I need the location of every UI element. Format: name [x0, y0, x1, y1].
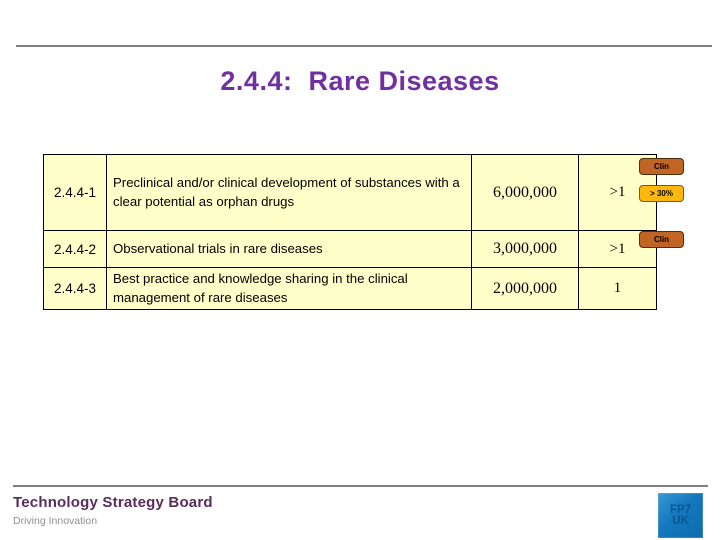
- footer-tagline: Driving Innovation: [13, 515, 98, 527]
- row-description-cell: Preclinical and/or clinical development …: [106, 154, 472, 231]
- row-id-cell: 2.4.4-1: [43, 154, 107, 231]
- rare-diseases-table: 2.4.4-1 Preclinical and/or clinical deve…: [43, 154, 657, 310]
- row-amount-cell: 2,000,000: [471, 267, 579, 310]
- percent-badge-row1: > 30%: [639, 185, 684, 202]
- row-count-cell: 1: [578, 267, 657, 310]
- fp7-logo-line2: UK: [672, 514, 689, 527]
- row-description-cell: Observational trials in rare diseases: [106, 230, 472, 268]
- row-description-cell: Best practice and knowledge sharing in t…: [106, 267, 472, 310]
- row-amount-cell: 6,000,000: [471, 154, 579, 231]
- row-id-cell: 2.4.4-3: [43, 267, 107, 310]
- clin-badge-row1: Clin: [639, 158, 684, 175]
- fp7-logo-line1: FP7: [669, 504, 692, 516]
- table-row: 2.4.4-3 Best practice and knowledge shar…: [43, 267, 657, 310]
- clin-badge-row2: Clin: [639, 231, 684, 248]
- slide-title: 2.4.4: Rare Diseases: [220, 66, 500, 96]
- row-amount-cell: 3,000,000: [471, 230, 579, 268]
- table-row: 2.4.4-1 Preclinical and/or clinical deve…: [43, 154, 657, 231]
- footer-divider-line: [13, 485, 708, 487]
- footer-org-name: Technology Strategy Board: [13, 494, 213, 511]
- top-divider-line: [16, 45, 712, 47]
- row-id-cell: 2.4.4-2: [43, 230, 107, 268]
- table-row: 2.4.4-2 Observational trials in rare dis…: [43, 230, 657, 268]
- fp7-uk-logo: FP7 UK: [658, 493, 703, 538]
